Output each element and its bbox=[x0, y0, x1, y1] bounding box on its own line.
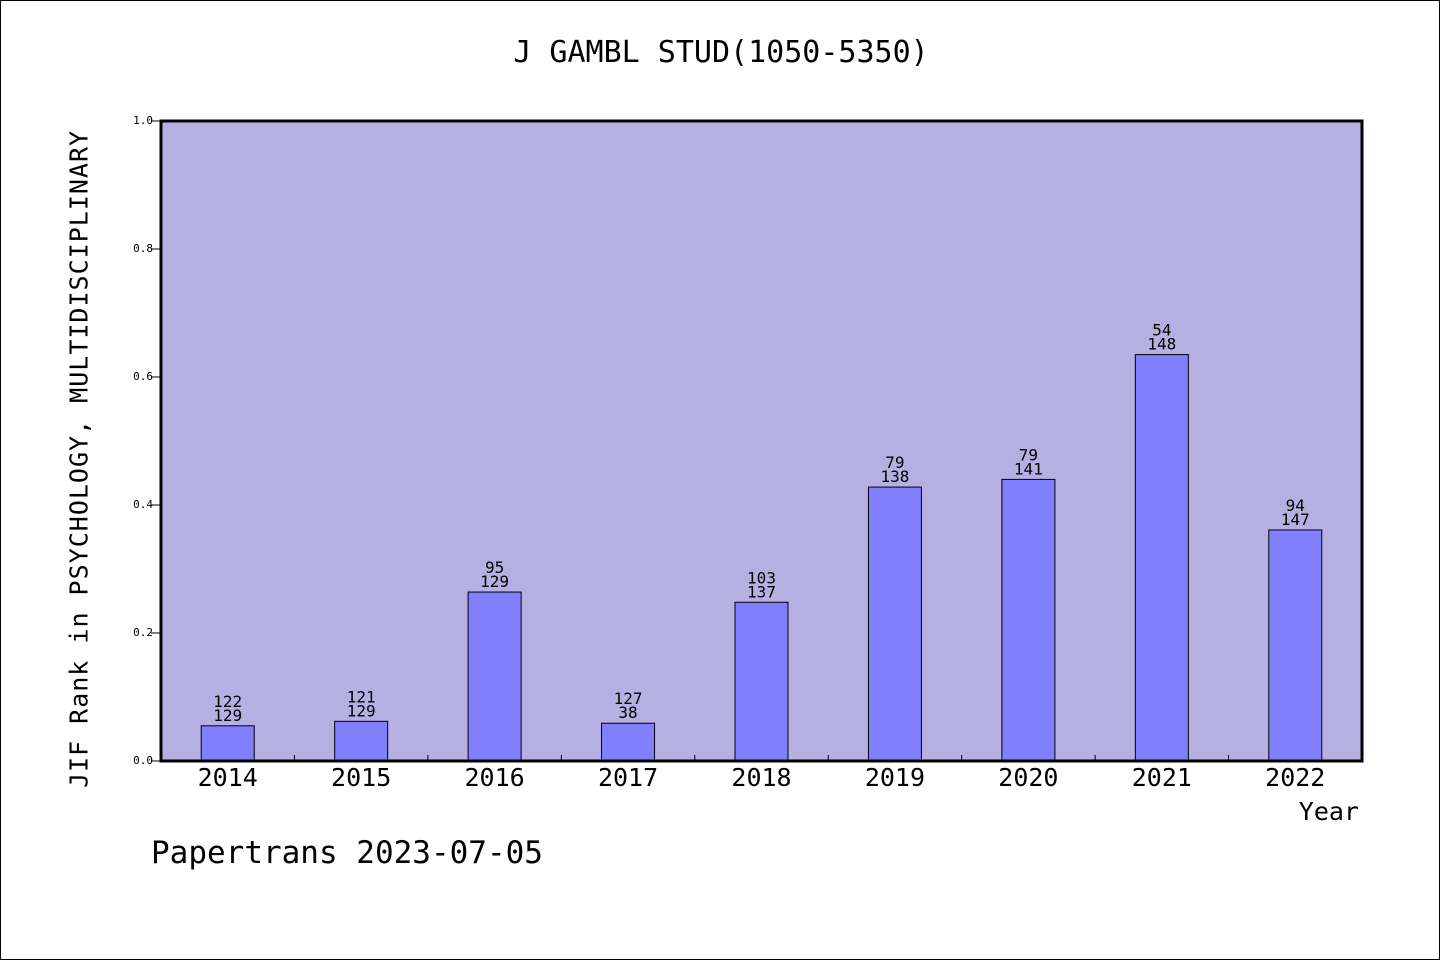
bar-total-label: 147 bbox=[1281, 510, 1310, 529]
x-tick-label: 2020 bbox=[998, 763, 1058, 792]
bar bbox=[334, 720, 389, 762]
bar-rank-label: 122 bbox=[213, 692, 242, 711]
x-tick-label: 2015 bbox=[331, 763, 391, 792]
y-tick-label: 0.6 bbox=[133, 370, 153, 383]
bar bbox=[200, 725, 255, 762]
x-tick-label: 2021 bbox=[1132, 763, 1192, 792]
plot-frame bbox=[159, 119, 1364, 763]
y-tick-label: 0.4 bbox=[133, 498, 153, 511]
bar-rank-label: 79 bbox=[1019, 445, 1038, 464]
bar-total-label: 129 bbox=[213, 706, 242, 725]
bar-rank-label: 94 bbox=[1286, 496, 1305, 515]
y-axis-label: JIF Rank in PSYCHOLOGY, MULTIDISCIPLINAR… bbox=[64, 129, 94, 789]
bar-rank-label: 121 bbox=[347, 687, 376, 706]
bar bbox=[467, 591, 522, 762]
bar bbox=[867, 486, 922, 762]
bar-rank-label: 127 bbox=[614, 689, 643, 708]
bar bbox=[601, 722, 656, 762]
x-tick-label: 2014 bbox=[198, 763, 258, 792]
bar-rank-label: 79 bbox=[885, 453, 904, 472]
bar-rank-label: 54 bbox=[1152, 321, 1171, 340]
bar-total-label: 138 bbox=[880, 467, 909, 486]
bar bbox=[1134, 354, 1189, 762]
footer-note: Papertrans 2023-07-05 bbox=[151, 835, 543, 871]
x-tick-label: 2016 bbox=[465, 763, 525, 792]
x-tick-label: 2017 bbox=[598, 763, 658, 792]
y-tick-label: 0.0 bbox=[133, 754, 153, 767]
bar bbox=[734, 601, 789, 762]
bar-total-label: 148 bbox=[1147, 335, 1176, 354]
x-tick-label: 2018 bbox=[731, 763, 791, 792]
y-tick-label: 1.0 bbox=[133, 114, 153, 127]
x-tick-label: 2019 bbox=[865, 763, 925, 792]
chart-title: J GAMBL STUD(1050-5350) bbox=[513, 35, 929, 70]
bar-total-label: 129 bbox=[480, 572, 509, 591]
bar-rank-label: 95 bbox=[485, 558, 504, 577]
bar-rank-label: 103 bbox=[747, 568, 776, 587]
x-tick-label: 2022 bbox=[1265, 763, 1325, 792]
bar bbox=[1001, 478, 1056, 762]
bar-total-label: 129 bbox=[347, 701, 376, 720]
bar-total-label: 141 bbox=[1014, 459, 1043, 478]
y-tick-label: 0.8 bbox=[133, 242, 153, 255]
bar bbox=[1268, 529, 1323, 762]
bar-total-label: 137 bbox=[747, 582, 776, 601]
y-tick-label: 0.2 bbox=[133, 626, 153, 639]
x-axis-label: Year bbox=[1298, 797, 1359, 826]
bar-total-label: 38 bbox=[618, 703, 637, 722]
